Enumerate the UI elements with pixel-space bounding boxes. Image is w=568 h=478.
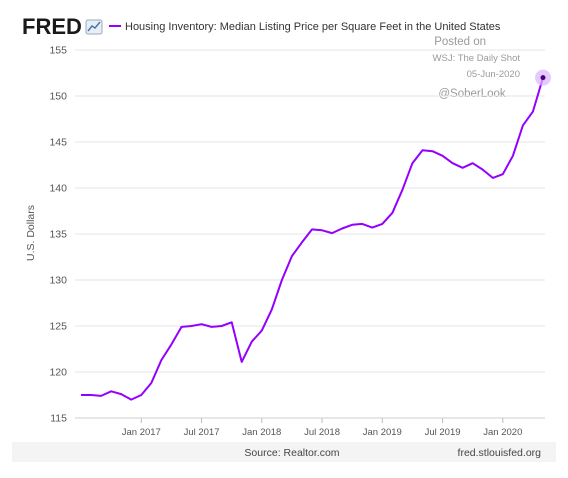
y-tick-label: 145 (49, 137, 67, 149)
series-layer (81, 69, 551, 401)
chart-header: FRED Housing Inventory: Median Listing P… (22, 14, 501, 39)
x-tick-label: Jan 2017 (122, 427, 161, 438)
fred-logo-text: FRED (22, 14, 82, 39)
x-axis-ticks: Jan 2017 Jul 2017 Jan 2018 Jul 2018 Jan 2019… (122, 418, 522, 438)
footer-site: fred.stlouisfed.org (458, 447, 542, 459)
x-tick-label: Jul 2018 (304, 427, 340, 438)
y-tick-label: 125 (49, 321, 67, 333)
x-tick-label: Jan 2018 (242, 427, 281, 438)
x-tick-label: Jul 2019 (425, 427, 461, 438)
watermark: Posted on WSJ: The Daily Shot 05-Jun-202… (433, 36, 521, 100)
y-tick-label: 130 (49, 275, 67, 287)
fred-graph-icon (85, 19, 103, 35)
y-axis-ticks: 115 120 125 130 135 140 145 150 155 (49, 45, 67, 425)
footer-source: Source: Realtor.com (244, 447, 339, 459)
watermark-posted: Posted on (434, 36, 486, 48)
legend-label: Housing Inventory: Median Listing Price … (125, 21, 501, 33)
footer-background (12, 442, 556, 462)
y-tick-label: 150 (49, 91, 67, 103)
y-axis-title: U.S. Dollars (25, 205, 37, 261)
last-point-marker[interactable] (540, 75, 546, 81)
x-tick-label: Jan 2019 (363, 427, 402, 438)
y-tick-label: 140 (49, 183, 67, 195)
x-tick-label: Jan 2020 (483, 427, 522, 438)
y-tick-label: 155 (49, 45, 67, 57)
series-line (81, 77, 544, 401)
grid-lines (75, 49, 545, 419)
watermark-date: 05-Jun-2020 (467, 69, 520, 80)
y-tick-label: 115 (50, 413, 67, 425)
watermark-handle: @SoberLook (438, 88, 506, 100)
chart-footer: Source: Realtor.com fred.stlouisfed.org (12, 442, 556, 462)
y-tick-label: 135 (49, 229, 67, 241)
x-tick-label: Jul 2017 (184, 427, 220, 438)
watermark-source: WSJ: The Daily Shot (433, 53, 521, 64)
y-tick-label: 120 (49, 367, 67, 379)
